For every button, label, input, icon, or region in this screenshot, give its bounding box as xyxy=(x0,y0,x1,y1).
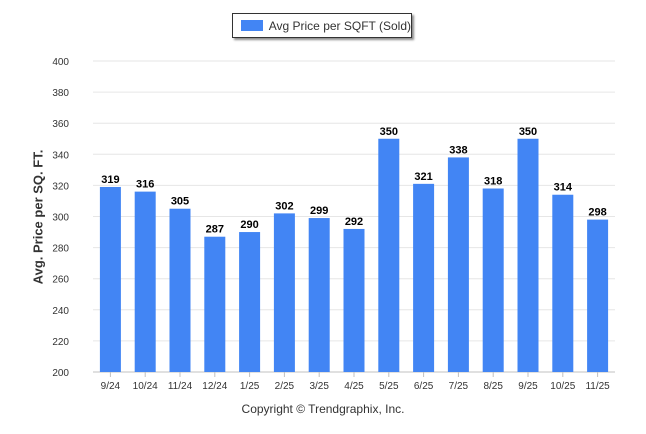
x-tick-label: 4/25 xyxy=(344,381,364,392)
bar-value-label: 338 xyxy=(449,144,467,156)
x-tick-label: 11/25 xyxy=(585,381,610,392)
bar xyxy=(447,157,469,372)
y-tick-label: 400 xyxy=(52,57,69,68)
bar-value-label: 321 xyxy=(414,171,432,183)
x-tick-label: 10/25 xyxy=(550,381,575,392)
bar xyxy=(204,236,226,372)
bar xyxy=(552,194,574,372)
bar xyxy=(134,191,156,372)
bar-value-label: 314 xyxy=(554,182,573,194)
y-tick-label: 280 xyxy=(52,244,69,255)
bar xyxy=(343,228,365,372)
bar xyxy=(517,138,539,372)
x-tick-label: 5/25 xyxy=(379,381,399,392)
legend-label: Avg Price per SQFT (Sold) xyxy=(268,18,411,33)
bar-value-label: 299 xyxy=(310,205,328,217)
bar-value-label: 305 xyxy=(171,196,189,208)
bar-value-label: 290 xyxy=(240,219,258,231)
y-tick-label: 320 xyxy=(52,181,69,192)
x-tick-label: 9/24 xyxy=(101,381,121,392)
bar-value-label: 350 xyxy=(519,126,537,138)
bar xyxy=(413,183,435,372)
y-tick-label: 360 xyxy=(52,119,69,130)
bar-value-label: 350 xyxy=(380,126,398,138)
bar-value-label: 302 xyxy=(275,200,293,212)
y-tick-label: 240 xyxy=(52,306,69,317)
x-tick-label: 11/24 xyxy=(168,381,193,392)
bar xyxy=(587,219,609,372)
y-tick-label: 300 xyxy=(52,213,69,224)
legend[interactable]: Avg Price per SQFT (Sold) xyxy=(232,13,412,38)
x-tick-label: 9/25 xyxy=(518,381,538,392)
x-tick-label: 10/24 xyxy=(133,381,158,392)
bar xyxy=(308,218,330,372)
bar xyxy=(169,208,191,372)
x-tick-label: 1/25 xyxy=(240,381,260,392)
x-tick-label: 6/25 xyxy=(414,381,434,392)
x-tick-label: 3/25 xyxy=(309,381,329,392)
y-tick-label: 260 xyxy=(52,275,69,286)
y-tick-label: 380 xyxy=(52,88,69,99)
copyright-footer: Copyright © Trendgraphix, Inc. xyxy=(241,402,405,416)
bar xyxy=(239,232,261,372)
bar-value-label: 319 xyxy=(101,174,119,186)
bar xyxy=(273,213,295,372)
legend-swatch xyxy=(241,20,263,31)
bar-value-label: 318 xyxy=(484,176,502,188)
bar xyxy=(378,138,400,372)
bar-value-label: 292 xyxy=(345,216,363,228)
bar-value-label: 316 xyxy=(136,179,154,191)
x-tick-label: 2/25 xyxy=(275,381,295,392)
x-tick-label: 7/25 xyxy=(449,381,469,392)
y-tick-label: 340 xyxy=(52,150,69,161)
bar-value-label: 287 xyxy=(206,224,224,236)
x-tick-label: 8/25 xyxy=(483,381,503,392)
bar-value-label: 298 xyxy=(588,207,606,219)
bar xyxy=(482,188,504,372)
x-tick-label: 12/24 xyxy=(202,381,227,392)
y-tick-label: 200 xyxy=(52,368,69,379)
y-tick-label: 220 xyxy=(52,337,69,348)
bar xyxy=(99,186,121,372)
